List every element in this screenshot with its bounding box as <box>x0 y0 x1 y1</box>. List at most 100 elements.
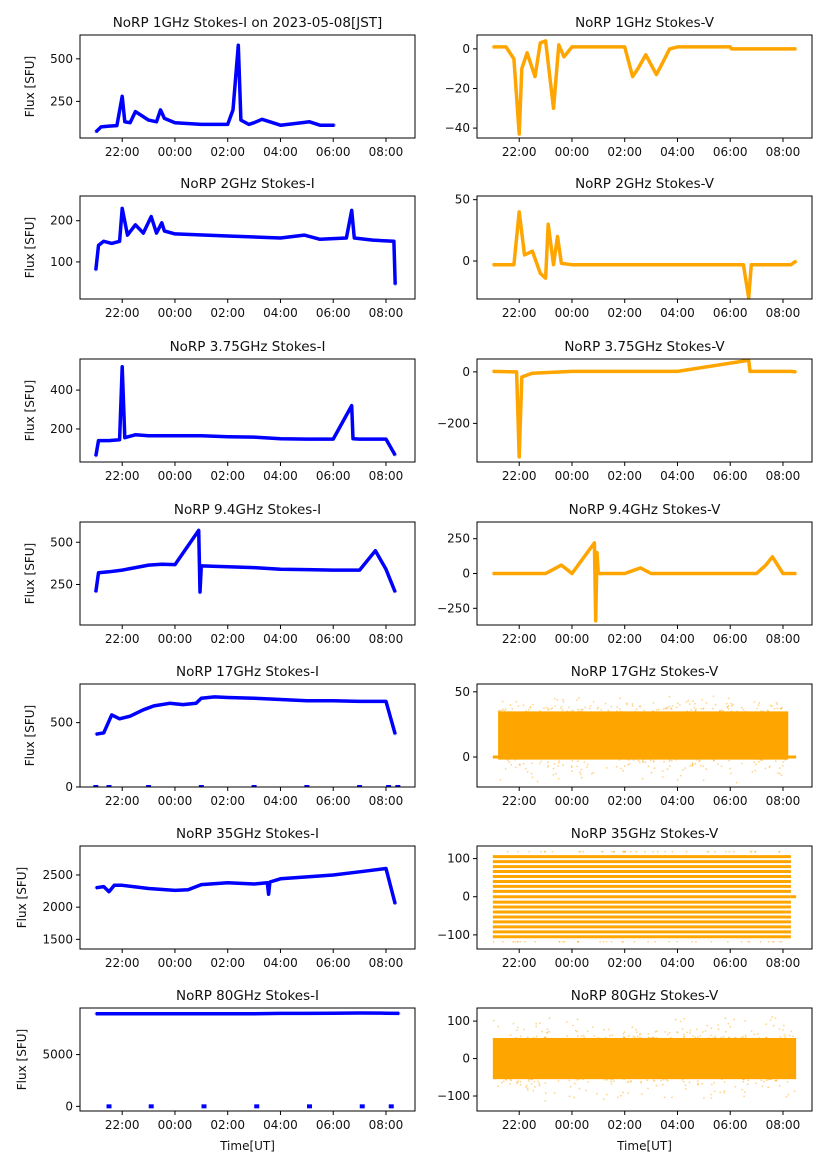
x-axis-label: Time[UT] <box>616 1139 672 1153</box>
outlier-point <box>774 760 777 762</box>
y-tick-label: 50 <box>455 685 470 699</box>
outlier-point <box>652 1036 655 1039</box>
y-tick-label: 250 <box>447 532 470 546</box>
outlier-point <box>676 1031 679 1033</box>
x-tick-label: 08:00 <box>369 145 404 159</box>
plot-area <box>491 210 798 299</box>
outlier-point <box>707 850 710 853</box>
y-tick-label: 0 <box>462 890 470 904</box>
outlier-point <box>530 772 533 775</box>
outlier-point <box>623 850 626 853</box>
outlier-point <box>740 940 743 943</box>
x-tick-label: 08:00 <box>766 1118 801 1132</box>
outlier-point <box>720 1078 723 1081</box>
data-point <box>676 45 679 49</box>
outlier-point <box>536 780 539 783</box>
outlier-point <box>653 1080 656 1082</box>
data-point <box>351 437 355 440</box>
data-point <box>147 563 150 567</box>
outlier-point <box>616 706 619 708</box>
data-point <box>99 125 103 129</box>
plot-area <box>94 206 397 286</box>
outlier-point <box>612 1080 615 1083</box>
outlier-point <box>628 1035 630 1038</box>
outlier-point <box>666 1033 669 1036</box>
x-tick-label: 22:00 <box>105 794 140 808</box>
data-point <box>560 262 563 265</box>
outlier-point <box>566 710 569 713</box>
data-point <box>110 242 113 245</box>
outlier-point <box>620 767 622 770</box>
data-point <box>113 884 116 887</box>
y-axis-label: Flux [SFU] <box>23 217 37 278</box>
x-tick-label: 06:00 <box>316 956 351 970</box>
zero-marker <box>306 1104 312 1109</box>
y-axis-label: Flux [SFU] <box>15 867 29 928</box>
data-point <box>226 881 229 884</box>
outlier-point <box>615 765 618 768</box>
outlier-point <box>597 1036 600 1039</box>
outlier-point <box>679 704 681 706</box>
axes-frame <box>476 34 813 139</box>
outlier-point <box>546 1031 549 1034</box>
outlier-point <box>585 1089 587 1092</box>
outlier-point <box>679 774 682 777</box>
outlier-point <box>648 1036 650 1039</box>
outlier-point <box>689 765 691 767</box>
subplot-2ghz-v: 22:00 00:00 02:00 04:00 06:00 08:00 0 50 NoRP 2G… <box>455 176 813 320</box>
axes-frame <box>79 845 416 950</box>
x-tick-label: 08:00 <box>369 794 404 808</box>
data-point <box>597 572 600 575</box>
outlier-point <box>633 940 636 943</box>
outlier-point <box>760 1079 763 1082</box>
outlier-point <box>758 1037 761 1039</box>
data-point <box>147 118 150 122</box>
outlier-point <box>683 1017 686 1020</box>
outlier-point <box>767 1078 770 1081</box>
outlier-point <box>576 765 579 768</box>
x-tick-label: 02:00 <box>210 145 245 159</box>
outlier-point <box>792 1035 794 1038</box>
outlier-point <box>641 1093 643 1095</box>
outlier-point <box>573 1096 576 1099</box>
outlier-point <box>763 1080 765 1083</box>
data-point <box>279 698 282 701</box>
data-point <box>676 263 679 266</box>
data-point <box>142 708 145 711</box>
data-point <box>358 870 361 873</box>
data-point <box>539 41 542 45</box>
outlier-point <box>570 766 573 769</box>
outlier-point <box>505 1079 508 1081</box>
outlier-point <box>710 1093 712 1096</box>
data-point <box>350 404 353 407</box>
outlier-point <box>516 1029 518 1031</box>
outlier-point <box>694 709 697 712</box>
x-tick-label: 08:00 <box>766 794 801 808</box>
outlier-point <box>654 940 656 943</box>
outlier-point <box>723 1091 725 1094</box>
outlier-point <box>519 940 522 943</box>
data-point <box>173 434 177 437</box>
outlier-point <box>547 766 549 768</box>
data-point <box>197 529 200 532</box>
outlier-point <box>547 764 550 767</box>
x-tick-label: 02:00 <box>607 469 642 483</box>
x-tick-label: 02:00 <box>210 956 245 970</box>
outlier-point <box>579 771 581 774</box>
outlier-point <box>640 1036 642 1039</box>
outlier-point <box>561 940 564 943</box>
subplot-3.75ghz-v: 22:00 00:00 02:00 04:00 06:00 08:00 −200 0 NoRP … <box>437 339 813 483</box>
data-point <box>518 210 521 214</box>
data-point <box>118 438 121 441</box>
outlier-point <box>558 761 560 764</box>
series-line <box>94 365 397 457</box>
outlier-point <box>782 1029 784 1031</box>
outlier-point <box>601 850 604 853</box>
y-tick-label: 200 <box>50 214 73 228</box>
outlier-point <box>550 708 553 710</box>
outlier-point <box>681 1028 684 1030</box>
outlier-point <box>604 702 607 705</box>
zero-marker <box>201 1104 207 1109</box>
outlier-point <box>772 940 774 943</box>
outlier-point <box>579 850 582 853</box>
